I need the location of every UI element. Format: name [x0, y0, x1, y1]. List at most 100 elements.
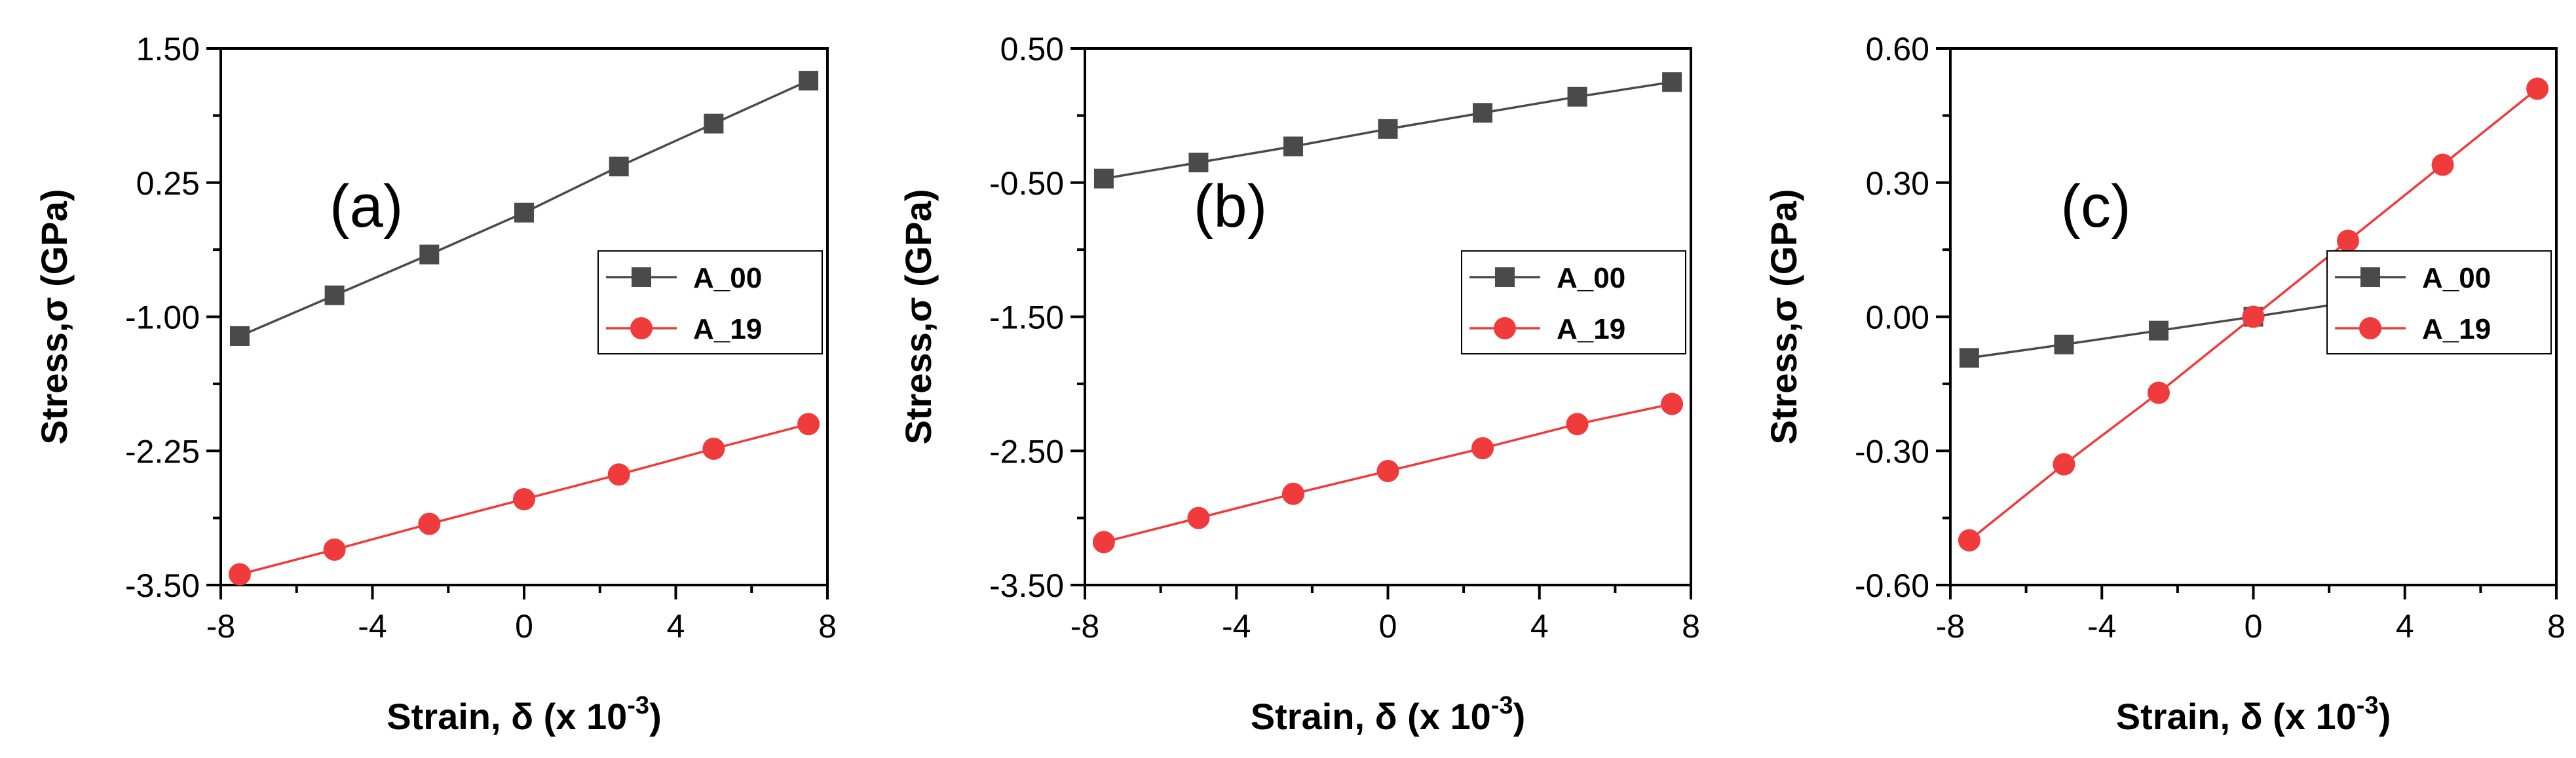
x-axis-title-exponent: -3	[627, 692, 649, 719]
x-tick-label: 8	[2547, 608, 2566, 645]
data-point-square	[229, 326, 250, 346]
y-tick-label: 1.50	[136, 31, 200, 67]
data-point-square	[419, 244, 440, 265]
y-tick-label: 0.50	[1000, 31, 1064, 67]
y-tick-label: -0.30	[1855, 433, 1929, 470]
data-point-circle	[2431, 153, 2454, 176]
data-point-square	[704, 113, 724, 134]
data-point-circle	[513, 487, 535, 510]
legend-marker-square	[1495, 267, 1515, 288]
x-tick-label: 0	[515, 608, 533, 645]
y-tick-label: -3.50	[125, 567, 200, 604]
x-axis-title-main: Strain, δ (x 10	[387, 696, 627, 737]
data-point-circle	[2053, 453, 2075, 476]
data-point-circle	[2242, 305, 2265, 328]
legend-label: A_19	[1557, 313, 1625, 345]
x-tick-label: 8	[1682, 608, 1700, 645]
y-tick-label: -2.25	[125, 433, 200, 470]
data-point-circle	[418, 512, 441, 535]
x-tick-label: 4	[667, 608, 685, 645]
x-tick-label: 8	[818, 608, 837, 645]
data-point-circle	[1376, 459, 1399, 482]
y-tick-label: 0.60	[1866, 31, 1929, 67]
y-tick-label: -1.00	[125, 299, 200, 336]
x-tick-label: -4	[2087, 608, 2116, 645]
chart-panel-2: -8 -4 0 4 8 -3.50 -2.50 -1.50 -0.50 0.50 Stress,σ …	[898, 31, 1700, 737]
x-tick-label: 0	[1379, 608, 1397, 645]
data-point-square	[1567, 86, 1587, 107]
x-axis-title-main: Strain, δ (x 10	[2116, 696, 2357, 737]
data-point-circle	[2337, 229, 2360, 252]
y-axis-title: Stress,σ (GPa)	[898, 189, 939, 444]
data-point-circle	[797, 413, 820, 436]
legend-marker-circle	[630, 317, 653, 340]
y-tick-label: -3.50	[989, 567, 1064, 604]
data-point-square	[324, 285, 345, 305]
x-axis-title-main: Strain, δ (x 10	[1251, 696, 1491, 737]
x-axis-title-close: )	[1513, 696, 1526, 737]
legend-marker-circle	[1494, 317, 1516, 340]
data-point-square	[2148, 320, 2169, 341]
x-tick-label: -4	[1222, 608, 1251, 645]
data-point-square	[1188, 153, 1209, 173]
panel-label: (c)	[2060, 173, 2131, 240]
x-tick-label: 4	[2396, 608, 2414, 645]
panel-label: (b)	[1194, 173, 1267, 240]
x-tick-label: 0	[2245, 608, 2263, 645]
x-tick-label: -8	[206, 608, 235, 645]
data-point-square	[514, 202, 534, 223]
chart-panel-1: -8 -4 0 4 8 -3.50 -2.25 -1.00 0.25 1.50 Stress,σ (…	[33, 31, 837, 737]
data-point-circle	[1281, 482, 1304, 505]
x-axis-title-close: )	[649, 696, 662, 737]
data-point-circle	[1187, 506, 1210, 529]
data-point-square	[1093, 168, 1114, 189]
x-axis-title-exponent: -3	[2357, 692, 2379, 719]
legend-marker-square	[2360, 267, 2380, 288]
data-point-square	[2054, 334, 2074, 354]
data-point-square	[1283, 136, 1303, 157]
data-point-square	[799, 71, 819, 91]
y-tick-label: -2.50	[989, 433, 1064, 470]
y-axis-title: Stress,σ (GPa)	[1763, 189, 1804, 444]
data-point-square	[1473, 103, 1493, 123]
data-point-square	[1378, 119, 1398, 139]
legend-marker-circle	[2359, 317, 2381, 340]
legend-label: A_00	[693, 262, 762, 294]
data-point-circle	[323, 538, 346, 561]
x-tick-label: -4	[358, 608, 387, 645]
y-tick-label: -1.50	[989, 299, 1064, 336]
panel-label: (a)	[330, 173, 403, 240]
legend-marker-square	[632, 267, 651, 288]
data-point-circle	[1661, 392, 1684, 415]
data-point-circle	[2147, 381, 2170, 404]
y-tick-label: 0.25	[136, 165, 200, 202]
data-point-circle	[1958, 529, 1980, 552]
data-point-circle	[228, 563, 251, 586]
y-tick-label: 0.30	[1866, 165, 1929, 202]
legend-label: A_19	[2422, 313, 2491, 345]
y-axis-title: Stress,σ (GPa)	[33, 189, 75, 444]
x-axis-title-close: )	[2379, 696, 2391, 737]
data-point-circle	[702, 437, 725, 460]
x-axis-title-exponent: -3	[1491, 692, 1513, 719]
y-tick-label: -0.50	[989, 165, 1064, 202]
data-point-square	[1959, 348, 1979, 368]
data-point-circle	[1471, 437, 1494, 460]
data-point-circle	[607, 463, 630, 486]
data-point-circle	[1092, 531, 1115, 554]
data-point-square	[609, 157, 629, 177]
y-tick-label: 0.00	[1866, 299, 1929, 336]
x-tick-label: -8	[1936, 608, 1965, 645]
legend-label: A_19	[693, 313, 762, 345]
chart-panel-3: -8 -4 0 4 8 -0.60 -0.30 0.00 0.30 0.60 Stress,σ (G…	[1763, 31, 2566, 737]
data-point-circle	[2526, 77, 2549, 100]
data-point-square	[1662, 72, 1682, 92]
legend-label: A_00	[2422, 262, 2491, 294]
x-tick-label: -8	[1070, 608, 1099, 645]
x-axis-title: Strain, δ (x 10-3)	[1251, 692, 1525, 737]
legend-label: A_00	[1557, 262, 1625, 294]
data-point-circle	[1566, 413, 1589, 436]
x-axis-title: Strain, δ (x 10-3)	[387, 692, 661, 737]
